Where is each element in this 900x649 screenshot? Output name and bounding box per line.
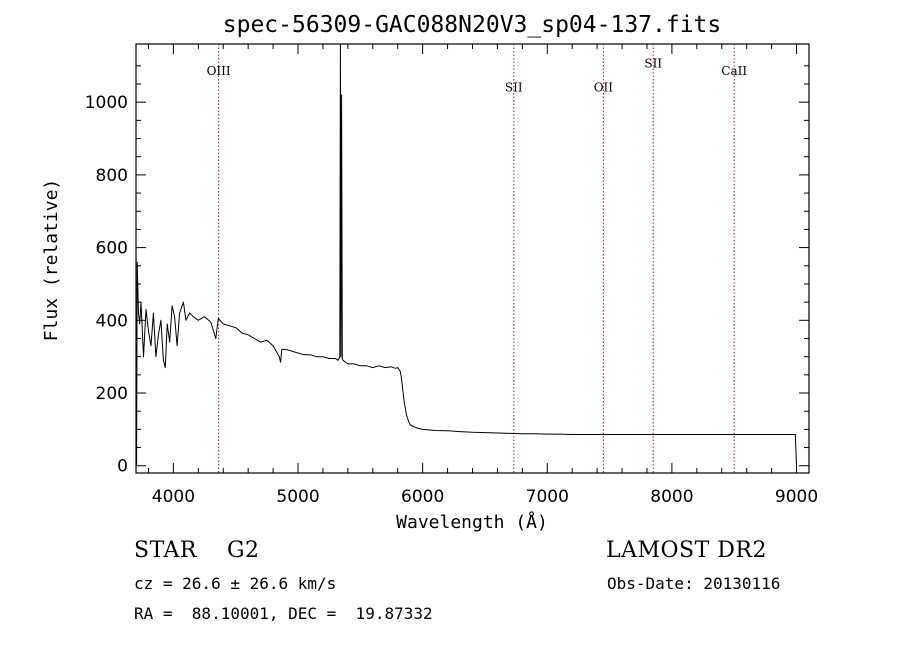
y-tick-label: 800 — [96, 166, 128, 186]
x-tick-label: 4000 — [152, 487, 195, 507]
x-tick-label: 8000 — [650, 487, 693, 507]
x-tick-label: 9000 — [775, 487, 818, 507]
spectral-line-label: SII — [505, 80, 523, 94]
y-axis-label: Flux (relative) — [41, 179, 62, 342]
x-tick-label: 5000 — [276, 487, 319, 507]
y-tick-label: 0 — [117, 457, 128, 477]
spectrum-line — [135, 43, 797, 467]
redshift-label: cz = 26.6 ± 26.6 km/s — [134, 574, 337, 593]
y-tick-label: 400 — [96, 311, 128, 331]
spectral-line-label: OIII — [207, 64, 231, 78]
plot-frame — [135, 43, 810, 474]
y-tick-label: 600 — [96, 239, 128, 259]
spectral-line-label: SII — [644, 57, 662, 71]
spectral-line-label: CaII — [721, 64, 747, 78]
survey-label: LAMOST DR2 — [606, 538, 767, 563]
spectral-line-label: OII — [594, 80, 614, 94]
x-tick-label: 7000 — [526, 487, 569, 507]
y-tick-label: 200 — [96, 384, 128, 404]
x-axis-label: Wavelength (Å) — [396, 511, 548, 533]
object-subclass: G2 — [226, 538, 260, 563]
object-classification: STAR G2 — [134, 538, 260, 563]
object-type: STAR — [134, 538, 197, 563]
coordinates-label: RA = 88.10001, DEC = 19.87332 — [134, 604, 433, 623]
y-tick-label: 1000 — [85, 93, 128, 113]
x-tick-label: 6000 — [401, 487, 444, 507]
chart-title: spec-56309-GAC088N20V3_sp04-137.fits — [223, 12, 722, 38]
obs-date-label: Obs-Date: 20130116 — [607, 574, 781, 593]
